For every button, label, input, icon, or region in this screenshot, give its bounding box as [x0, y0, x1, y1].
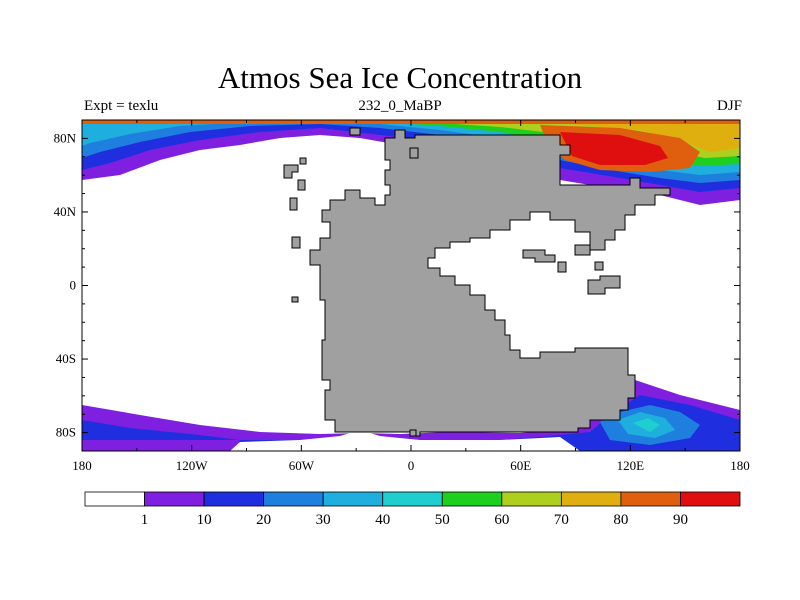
colorbar-swatch: [322, 491, 384, 507]
y-tick-label: 80N: [54, 130, 77, 145]
land-island-pacific-small: [299, 157, 307, 165]
x-tick-label: 60E: [510, 458, 531, 473]
colorbar-swatch: [501, 491, 562, 507]
colorbar-label: 90: [673, 512, 688, 528]
y-axis: 80N 40N 0 40S 80S: [54, 119, 740, 452]
colorbar-label: 20: [256, 512, 271, 528]
colorbar-swatch: [560, 491, 622, 507]
x-tick-label: 120E: [617, 458, 645, 473]
land-island-greenland-sea: [349, 127, 361, 136]
colorbar-label: 1: [141, 512, 149, 528]
land-island-antarctic: [409, 429, 417, 437]
colorbar-label: 70: [554, 512, 569, 528]
colorbar-swatch: [84, 491, 145, 507]
colorbar-swatch: [144, 491, 205, 507]
land-island-north-pacific-3: [289, 197, 298, 211]
colorbar-label: 30: [316, 512, 331, 528]
land-island-indian-ocean-3: [574, 244, 591, 256]
land-island-central-pacific: [291, 236, 301, 249]
y-tick-label: 40N: [54, 204, 77, 219]
x-tick-label: 0: [408, 458, 415, 473]
colorbar-swatch: [203, 491, 265, 507]
y-tick-label: 80S: [56, 425, 76, 440]
experiment-label: Expt = texlu: [84, 98, 159, 114]
land-island-indian-ocean-1: [522, 249, 556, 263]
season-label: DJF: [716, 98, 742, 114]
x-axis: 180 120W 60W 0 60E 120E 180: [72, 120, 750, 473]
time-label: 232_0_MaBP: [358, 98, 442, 114]
land-island-indian-ocean-2: [557, 261, 567, 273]
land-island-indonesia: [594, 261, 604, 271]
land-island-equatorial: [291, 296, 299, 303]
south-ice-band-2: [82, 395, 740, 451]
colorbar-swatch: [263, 491, 324, 507]
y-tick-label: 40S: [56, 351, 76, 366]
colorbar-label: 40: [375, 512, 390, 528]
colorbar-swatch: [620, 491, 681, 507]
colorbar-label: 80: [613, 512, 628, 528]
x-tick-label: 60W: [289, 458, 315, 473]
north-ice-band-9: [560, 132, 668, 165]
colorbar-label: 50: [435, 512, 450, 528]
colorbar-swatch: [441, 491, 503, 507]
y-tick-label: 0: [70, 278, 77, 293]
south-ice-band-1: [82, 380, 740, 451]
north-ice-band-7: [520, 120, 740, 152]
land-island-north-pacific-1: [283, 164, 299, 179]
map-panel: [82, 120, 740, 451]
land-island-atlantic: [409, 147, 419, 159]
land-island-australasia: [587, 275, 621, 295]
x-tick-label: 180: [730, 458, 750, 473]
antarctic-open-area: [230, 430, 580, 451]
land-main-continent: [309, 129, 671, 437]
land-island-north-pacific-2: [297, 179, 306, 191]
colorbar-swatch: [382, 491, 443, 507]
colorbar: 1 10 20 30 40 50 60 70 80 90: [84, 491, 741, 528]
colorbar-label: 60: [494, 512, 509, 528]
x-tick-label: 120W: [176, 458, 209, 473]
colorbar-swatch: [680, 491, 741, 507]
map-title: Atmos Sea Ice Concentration: [217, 60, 583, 95]
colorbar-label: 10: [197, 512, 212, 528]
south-ice-band-5: [633, 418, 660, 432]
x-tick-label: 180: [72, 458, 92, 473]
